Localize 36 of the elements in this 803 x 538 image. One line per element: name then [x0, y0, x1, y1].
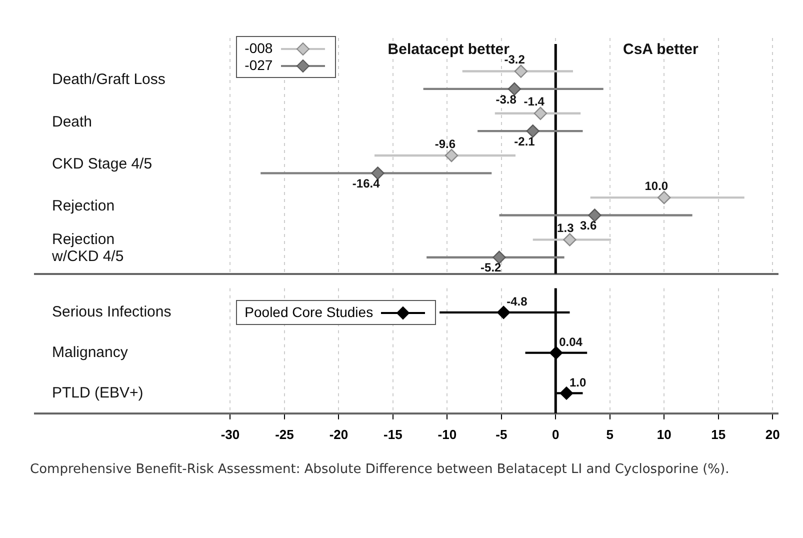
- category-label: Death/Graft Loss: [52, 71, 166, 88]
- data-label: -2.1: [514, 134, 536, 148]
- data-label: 3.6: [580, 218, 598, 233]
- text: Comprehensive Benefit-Risk Assessment: Absolute Difference between Belatacept LI and Cyclosporine (%).: [30, 462, 730, 477]
- x-tick-label: -5: [496, 426, 508, 442]
- x-tick-label: 5: [606, 426, 614, 442]
- legend-label: -008: [244, 40, 273, 57]
- data-label: -16.4: [352, 176, 380, 190]
- x-tick-label: 20: [765, 426, 780, 442]
- annotation: CsA better: [622, 41, 698, 58]
- legend-label: -027: [244, 57, 273, 74]
- data-label: -4.8: [506, 294, 528, 309]
- x-tick-label: 10: [656, 426, 672, 442]
- x-tick-label: -25: [275, 426, 294, 442]
- x-tick-label: 15: [711, 426, 726, 442]
- data-label: -1.4: [524, 94, 545, 109]
- x-tick-label: -15: [384, 426, 402, 442]
- data-label: 1.0: [569, 376, 586, 390]
- category-label: Malignancy: [52, 344, 128, 361]
- category-label: Rejection: [52, 198, 115, 215]
- category-label: Serious Infections: [52, 304, 172, 321]
- data-label: -9.6: [434, 136, 456, 151]
- category-label: Death: [52, 113, 92, 130]
- x-tick-label: -10: [438, 426, 457, 442]
- category-label: PTLD (EBV+): [52, 384, 144, 402]
- data-label: 1.3: [557, 221, 574, 236]
- data-label: 10.0: [644, 178, 668, 193]
- data-label: 0.04: [559, 335, 583, 350]
- x-tick-label: -30: [220, 426, 240, 442]
- data-label: -3.8: [496, 92, 517, 106]
- x-tick-label: 0: [552, 426, 560, 442]
- category-label: CKD Stage 4/5: [52, 155, 152, 172]
- legend-label: Pooled Core Studies: [244, 304, 374, 322]
- x-tick-label: -20: [329, 426, 348, 442]
- data-label: -5.2: [480, 260, 502, 275]
- category-label: Rejection w/CKD 4/5: [52, 231, 124, 266]
